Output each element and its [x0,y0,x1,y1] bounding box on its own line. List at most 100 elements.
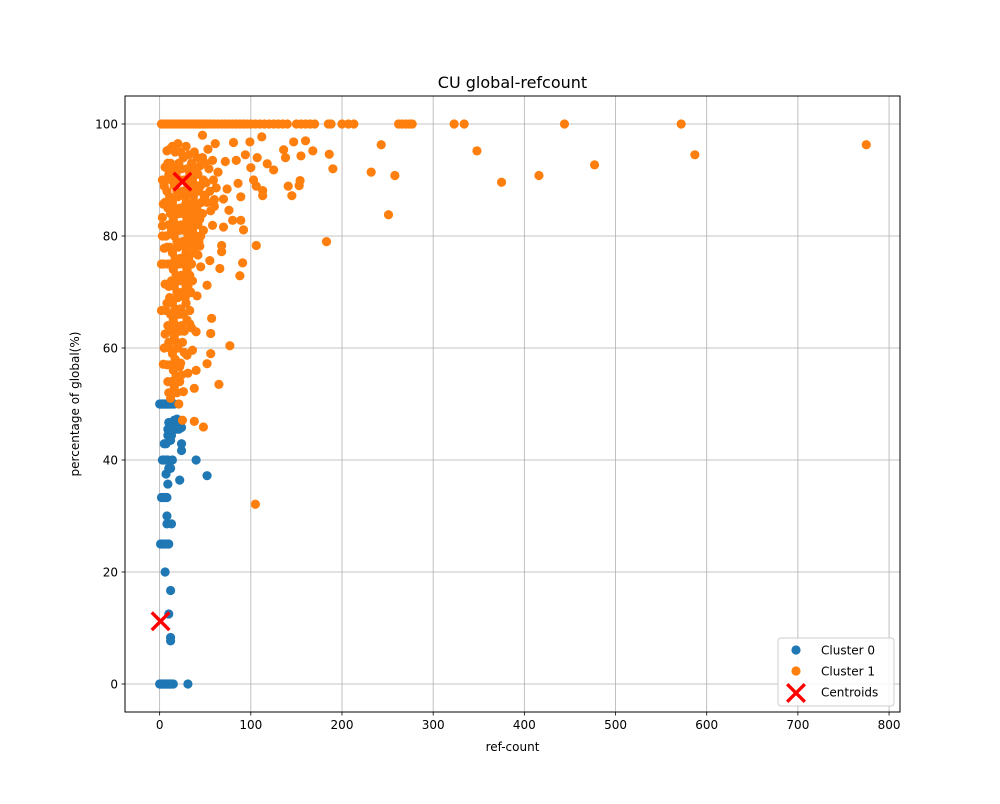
data-point [157,212,167,223]
data-point [337,119,347,129]
data-point [251,240,261,251]
y-tick-label: 40 [103,454,118,468]
data-point [559,119,570,129]
data-point [228,137,239,148]
data-point [210,139,220,149]
legend: Cluster 0 Cluster 1 Centroids [777,637,895,707]
data-point [197,209,208,219]
data-point [181,298,191,308]
chart-title: CU global-refcount [438,73,587,92]
x-tick-label: 400 [513,718,536,732]
x-tick-label: 500 [604,718,627,732]
data-point [214,379,224,389]
data-point [349,119,359,129]
data-point [287,191,297,201]
data-point [296,151,306,161]
data-point [220,156,230,167]
data-point [218,222,229,232]
data-point [240,150,250,160]
data-point [248,175,259,185]
data-point [300,136,311,146]
data-point [279,145,289,155]
data-point [269,165,279,175]
x-tick-label: 100 [239,718,262,732]
data-point [236,192,246,202]
data-point [177,337,188,347]
data-point [165,585,176,596]
data-point [167,455,178,465]
data-point [250,499,260,509]
data-point [166,519,177,529]
data-point [202,197,212,207]
data-point [233,178,243,188]
data-point [186,287,196,297]
data-point [215,263,225,274]
data-point [376,140,386,150]
data-point [280,153,291,163]
data-point [246,163,256,173]
data-point [231,155,241,165]
data-point [407,119,417,129]
y-tick-label: 100 [95,118,118,132]
data-point [182,315,192,325]
data-point [209,195,219,205]
y-axis-label: percentage of global(%) [68,332,82,477]
data-point [207,155,218,165]
data-point [206,206,216,216]
data-point [191,365,201,375]
data-point [257,132,267,142]
data-point [227,215,238,225]
data-point [165,393,176,403]
legend-marker [791,645,801,655]
x-tick-label: 600 [695,718,718,732]
data-point [321,237,332,247]
data-point [207,313,217,323]
legend-marker-centroids [786,683,806,703]
data-point [181,141,191,151]
axes-frame [124,95,901,713]
data-point [676,119,686,129]
data-point [449,119,459,129]
data-point [390,170,400,181]
data-point [202,471,212,481]
data-point [289,137,299,147]
centroid-marker [172,171,193,192]
y-tick-label: 60 [103,342,118,356]
data-point [324,149,334,159]
data-point [205,186,215,196]
data-point [189,383,199,393]
legend-marker [791,666,801,676]
y-tick-label: 0 [110,678,118,692]
data-point [179,326,189,336]
data-point [310,119,320,129]
data-point [201,178,211,188]
data-point [202,359,212,369]
data-point [222,184,232,194]
data-point [156,259,167,269]
data-point [236,215,246,225]
data-point [165,632,176,643]
data-point [189,248,199,258]
data-point [238,225,249,235]
data-point [176,439,187,449]
data-point [206,349,216,359]
data-point [207,220,218,230]
x-tick-label: 800 [878,718,901,732]
data-point [162,511,172,521]
grid [125,96,900,712]
data-points [150,119,871,689]
data-point [173,139,183,149]
data-point [258,186,268,196]
data-point [164,539,174,549]
data-point [206,328,216,339]
data-point [168,679,178,689]
data-point [196,262,206,272]
data-point [366,167,376,177]
x-tick-label: 200 [331,718,354,732]
data-point [203,144,213,154]
data-point [224,205,234,215]
centroid-marker [150,611,171,632]
data-point [191,455,201,465]
data-point [174,399,184,409]
